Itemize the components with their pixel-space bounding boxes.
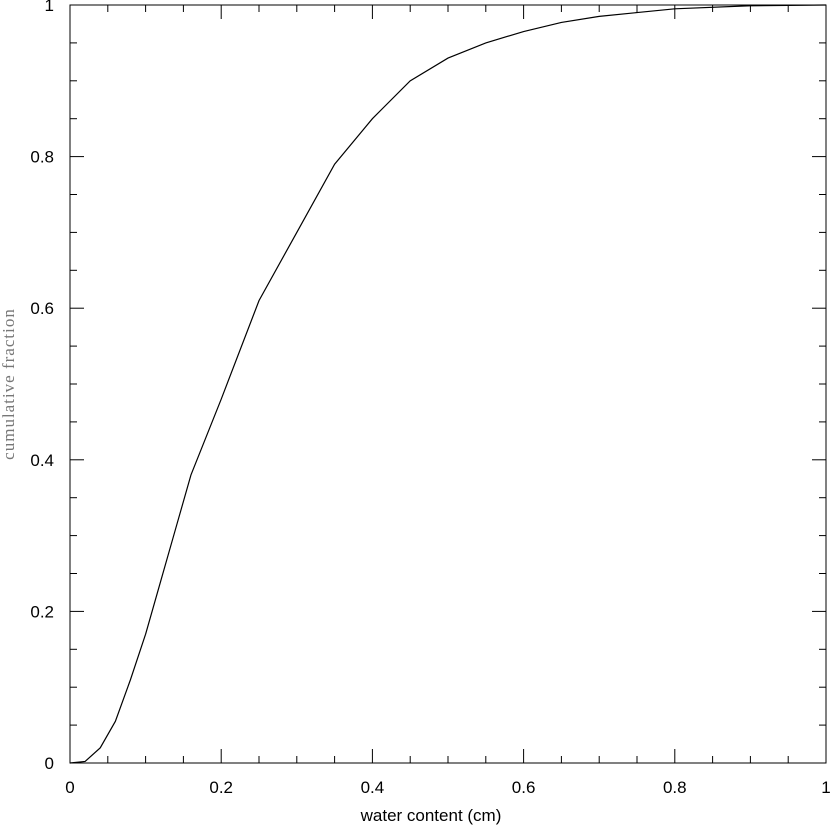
y-axis-label: cumulative fraction [0,308,18,460]
x-tick-label: 0.2 [209,778,233,797]
y-tick-label: 0.2 [30,602,54,621]
x-tick-label: 0 [65,778,74,797]
x-tick-label: 0.8 [663,778,687,797]
y-tick-label: 0.4 [30,451,54,470]
x-tick-label: 0.4 [361,778,385,797]
x-tick-label: 0.6 [512,778,536,797]
plot-frame [69,4,827,764]
y-tick-label: 0.8 [30,148,54,167]
x-tick-label: 1 [821,778,830,797]
y-tick-label: 0.6 [30,299,54,318]
x-axis-label: water content (cm) [360,806,502,825]
y-tick-label: 1 [45,0,54,15]
y-tick-label: 0 [45,754,54,773]
data-line [69,4,827,764]
